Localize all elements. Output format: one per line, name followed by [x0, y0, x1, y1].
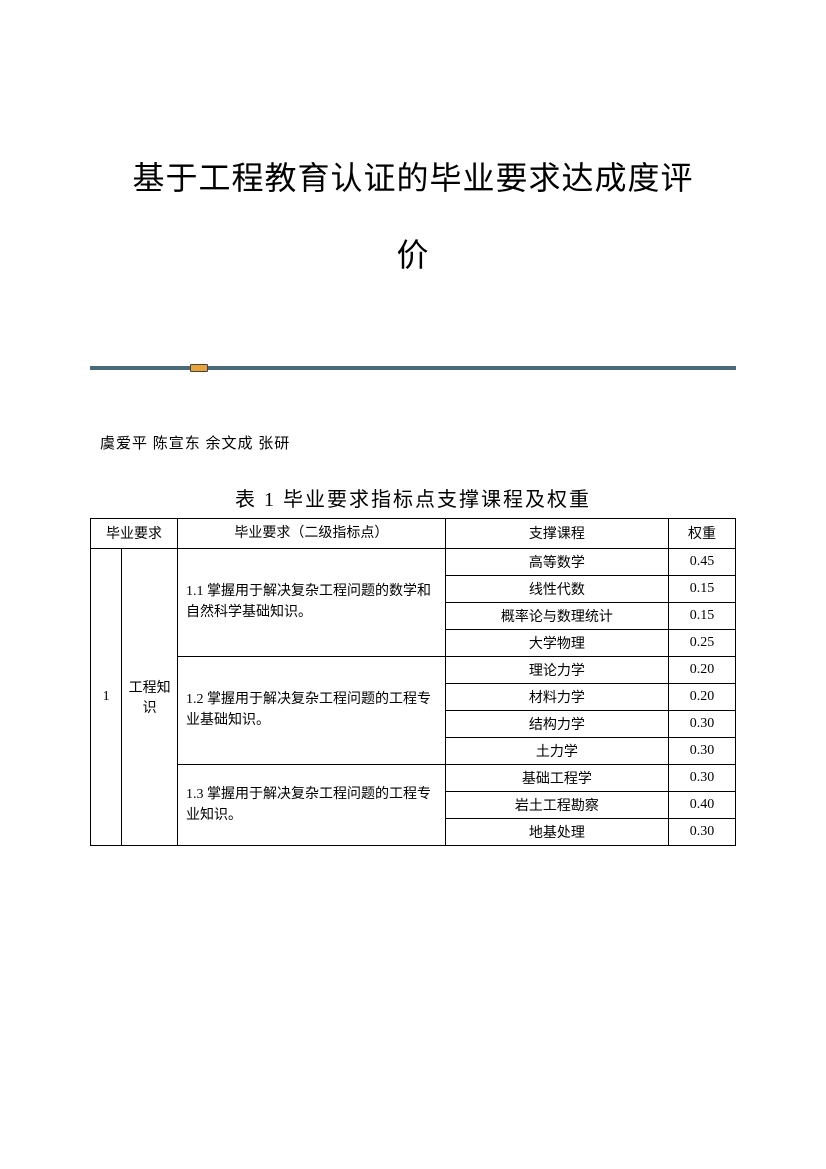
header-course: 支撑课程 [445, 518, 668, 548]
table-row: 1.2 掌握用于解决复杂工程问题的工程专业基础知识。 理论力学 0.20 [91, 656, 736, 683]
cell-course: 土力学 [445, 737, 668, 764]
divider-line [90, 366, 736, 370]
title-line-1: 基于工程教育认证的毕业要求达成度评 [90, 140, 736, 217]
header-requirement: 毕业要求 [91, 518, 178, 548]
cell-course: 线性代数 [445, 575, 668, 602]
cell-indicator: 1.1 掌握用于解决复杂工程问题的数学和自然科学基础知识。 [178, 548, 446, 656]
cell-weight: 0.30 [669, 818, 736, 845]
cell-category: 工程知识 [122, 548, 178, 845]
cell-weight: 0.20 [669, 656, 736, 683]
cell-course: 材料力学 [445, 683, 668, 710]
table-header-row: 毕业要求 毕业要求（二级指标点） 支撑课程 权重 [91, 518, 736, 548]
cell-course: 理论力学 [445, 656, 668, 683]
cell-course: 大学物理 [445, 629, 668, 656]
cell-course: 地基处理 [445, 818, 668, 845]
cell-index: 1 [91, 548, 122, 845]
document-page: 基于工程教育认证的毕业要求达成度评 价 虞爱平 陈宣东 余文成 张研 表 1 毕… [0, 0, 826, 1169]
table-row: 1.3 掌握用于解决复杂工程问题的工程专业知识。 基础工程学 0.30 [91, 764, 736, 791]
table-row: 1 工程知识 1.1 掌握用于解决复杂工程问题的数学和自然科学基础知识。 高等数… [91, 548, 736, 575]
cell-indicator: 1.2 掌握用于解决复杂工程问题的工程专业基础知识。 [178, 656, 446, 764]
cell-weight: 0.25 [669, 629, 736, 656]
table-caption: 表 1 毕业要求指标点支撑课程及权重 [90, 483, 736, 512]
cell-weight: 0.15 [669, 575, 736, 602]
header-weight: 权重 [669, 518, 736, 548]
cell-course: 岩土工程勘察 [445, 791, 668, 818]
section-divider [90, 364, 736, 372]
cell-weight: 0.30 [669, 764, 736, 791]
cell-weight: 0.30 [669, 710, 736, 737]
authors-line: 虞爱平 陈宣东 余文成 张研 [90, 432, 736, 453]
cell-weight: 0.40 [669, 791, 736, 818]
cell-weight: 0.20 [669, 683, 736, 710]
cell-course: 高等数学 [445, 548, 668, 575]
cell-weight: 0.15 [669, 602, 736, 629]
header-indicator: 毕业要求（二级指标点） [178, 518, 446, 548]
cell-course: 概率论与数理统计 [445, 602, 668, 629]
cell-indicator: 1.3 掌握用于解决复杂工程问题的工程专业知识。 [178, 764, 446, 845]
title-line-2: 价 [90, 217, 736, 294]
cell-course: 基础工程学 [445, 764, 668, 791]
cell-course: 结构力学 [445, 710, 668, 737]
requirements-table: 毕业要求 毕业要求（二级指标点） 支撑课程 权重 1 工程知识 1.1 掌握用于… [90, 518, 736, 846]
cell-weight: 0.45 [669, 548, 736, 575]
document-title: 基于工程教育认证的毕业要求达成度评 价 [90, 140, 736, 294]
cell-weight: 0.30 [669, 737, 736, 764]
divider-marker-icon [190, 364, 208, 372]
